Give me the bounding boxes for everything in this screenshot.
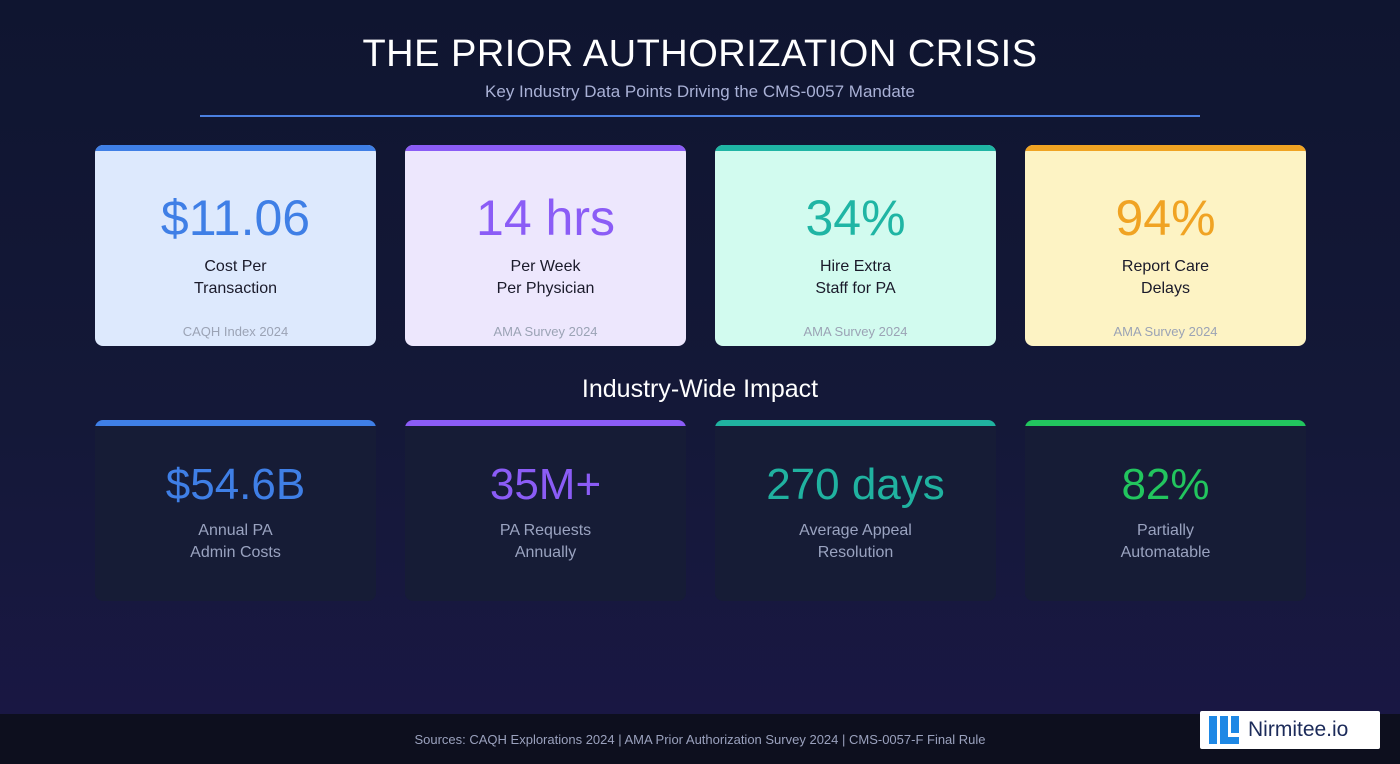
page-subtitle: Key Industry Data Points Driving the CMS…	[485, 82, 915, 101]
stat-value: $11.06	[160, 190, 311, 246]
card-accent-bar	[95, 145, 376, 151]
logo-text: Nirmitee.io	[1248, 718, 1349, 741]
stat-label: Per Week Per Physician	[496, 258, 595, 297]
impact-label: Annual PA Admin Costs	[190, 522, 281, 561]
card-accent-bar	[715, 420, 996, 426]
footer-sources: Sources: CAQH Explorations 2024 | AMA Pr…	[414, 732, 986, 747]
impact-value: 270 days	[766, 460, 945, 509]
section-title-impact: Industry-Wide Impact	[581, 375, 819, 403]
stat-source: AMA Survey 2024	[1113, 324, 1218, 339]
stat-label: Cost Per Transaction	[194, 258, 277, 297]
stat-value: 34%	[805, 190, 906, 246]
stat-value: 14 hrs	[476, 190, 615, 246]
impact-value: 82%	[1121, 460, 1210, 509]
stat-source: CAQH Index 2024	[182, 324, 289, 339]
title-divider	[200, 115, 1200, 117]
card-accent-bar	[405, 145, 686, 151]
impact-card-annual-admin-costs: $54.6B Annual PA Admin Costs	[95, 420, 376, 601]
impact-card-automatable: 82% Partially Automatable	[1025, 420, 1306, 601]
impact-label: Average Appeal Resolution	[799, 522, 912, 561]
stat-card-cost-per-transaction: $11.06 Cost Per Transaction CAQH Index 20…	[95, 145, 376, 346]
impact-card-appeal-resolution: 270 days Average Appeal Resolution	[715, 420, 996, 601]
card-accent-bar	[715, 145, 996, 151]
impact-card-pa-requests: 35M+ PA Requests Annually	[405, 420, 686, 601]
brand-logo[interactable]: Nirmitee.io	[1200, 711, 1380, 749]
card-accent-bar	[1025, 420, 1306, 426]
stat-card-report-care-delays: 94% Report Care Delays AMA Survey 2024	[1025, 145, 1306, 346]
card-accent-bar	[405, 420, 686, 426]
stat-label: Hire Extra Staff for PA	[815, 258, 896, 297]
nirmitee-logo-icon	[1209, 716, 1239, 744]
stat-source: AMA Survey 2024	[803, 324, 908, 339]
footer: Sources: CAQH Explorations 2024 | AMA Pr…	[0, 714, 1400, 764]
stat-card-hours-per-week: 14 hrs Per Week Per Physician AMA Survey …	[405, 145, 686, 346]
stat-card-hire-extra-staff: 34% Hire Extra Staff for PA AMA Survey 20…	[715, 145, 996, 346]
impact-label: PA Requests Annually	[499, 522, 592, 561]
impact-value: $54.6B	[165, 460, 306, 509]
stat-value: 94%	[1115, 190, 1216, 246]
stat-source: AMA Survey 2024	[493, 324, 598, 339]
card-accent-bar	[95, 420, 376, 426]
impact-label: Partially Automatable	[1120, 522, 1211, 561]
impact-value: 35M+	[489, 460, 602, 509]
card-accent-bar	[1025, 145, 1306, 151]
stat-label: Report Care Delays	[1121, 258, 1210, 297]
page-title: THE PRIOR AUTHORIZATION CRISIS	[362, 33, 1038, 75]
